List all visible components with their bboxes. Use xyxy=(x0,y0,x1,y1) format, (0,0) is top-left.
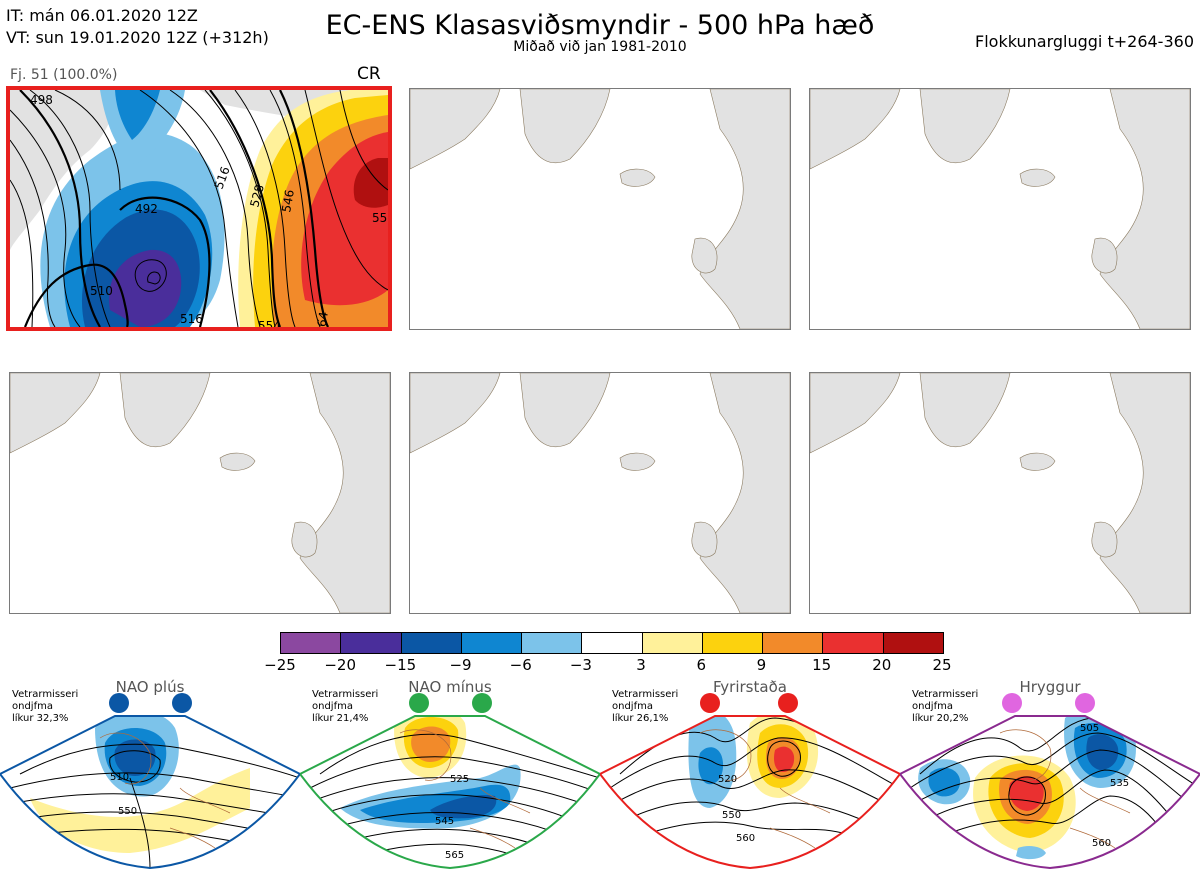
regime-nao-plus: NAO plús Vetrarmisseri ondjfma líkur 32,3% xyxy=(0,678,300,871)
regime-name: Fyrirstaða xyxy=(713,678,787,696)
contour-label-528: 528 xyxy=(247,183,266,209)
colorbar-tick: 25 xyxy=(932,656,952,674)
svg-text:505: 505 xyxy=(1080,723,1099,734)
cluster-regime-label: CR xyxy=(357,64,381,84)
colorbar-swatch xyxy=(522,633,583,653)
cluster-map-5[interactable] xyxy=(409,372,791,614)
svg-text:560: 560 xyxy=(736,833,755,844)
svg-text:535: 535 xyxy=(1110,778,1129,789)
colorbar-swatch xyxy=(401,633,462,653)
colorbar-tick: −25 xyxy=(264,656,296,674)
colorbar-tick: −6 xyxy=(509,656,532,674)
colorbar-swatch xyxy=(642,633,703,653)
colorbar-tick: 15 xyxy=(812,656,832,674)
colorbar-swatch xyxy=(461,633,523,653)
regime-nao-minus: NAO mínus Vetrarmisseri ondjfma líkur 21,4… xyxy=(300,678,600,871)
colorbar-tick: −3 xyxy=(569,656,592,674)
colorbar-tick: 9 xyxy=(756,656,767,674)
colorbar-swatch xyxy=(883,633,943,653)
svg-text:525: 525 xyxy=(450,774,469,785)
contour-label-492: 492 xyxy=(135,202,158,216)
colorbar-tick: −15 xyxy=(384,656,417,674)
contour-label-498: 498 xyxy=(30,93,53,107)
contour-label-516: 516 xyxy=(212,165,233,191)
colorbar-swatch xyxy=(582,633,643,653)
page-subtitle: Miðað við jan 1981-2010 xyxy=(513,39,687,55)
colorbar-tick: −20 xyxy=(324,656,356,674)
svg-text:520: 520 xyxy=(718,774,737,785)
regime-name: Hryggur xyxy=(1019,678,1081,696)
regime-ridge: Hryggur Vetrarmisseri ondjfma líkur 20,2% xyxy=(900,678,1200,871)
svg-text:560: 560 xyxy=(1092,838,1111,849)
colorbar-tick: 20 xyxy=(872,656,892,674)
cluster-map-3[interactable] xyxy=(809,88,1191,330)
svg-text:510: 510 xyxy=(110,772,129,783)
contour-label-516b: 516 xyxy=(180,312,203,326)
cluster-window: Flokkunargluggi t+264-360 xyxy=(975,32,1194,51)
cluster-map-1[interactable]: 498 492 510 516 528 546 554 516 564 564 … xyxy=(6,86,392,331)
contour-label-564: 564 xyxy=(313,311,331,327)
contour-label-554: 554 xyxy=(258,319,281,327)
svg-text:565: 565 xyxy=(445,850,464,861)
colorbar-swatch xyxy=(823,633,884,653)
cluster-map-4[interactable] xyxy=(9,372,391,614)
colorbar-swatch xyxy=(702,633,764,653)
cluster-map-6[interactable] xyxy=(809,372,1191,614)
colorbar-swatch xyxy=(281,633,342,653)
colorbar-tick: 6 xyxy=(696,656,707,674)
regime-note: Vetrarmisseri ondjfma líkur 32,3% xyxy=(12,689,79,724)
svg-text:550: 550 xyxy=(722,810,741,821)
contour-label-546: 546 xyxy=(279,189,297,214)
cluster-count-label: Fj. 51 (100.0%) xyxy=(10,67,118,83)
colorbar-swatch xyxy=(763,633,824,653)
svg-text:545: 545 xyxy=(435,816,454,827)
regime-note: Vetrarmisseri ondjfma líkur 26,1% xyxy=(612,689,679,724)
cluster-map-2[interactable] xyxy=(409,88,791,330)
anomaly-colorbar xyxy=(280,632,944,654)
regime-note: Vetrarmisseri ondjfma líkur 21,4% xyxy=(312,689,379,724)
colorbar-tick: −9 xyxy=(449,656,472,674)
svg-text:550: 550 xyxy=(118,806,137,817)
colorbar-swatch xyxy=(341,633,402,653)
regime-name: NAO plús xyxy=(115,678,185,696)
valid-time: VT: sun 19.01.2020 12Z (+312h) xyxy=(6,28,269,47)
colorbar-tick: 3 xyxy=(636,656,646,674)
init-time: IT: mán 06.01.2020 12Z xyxy=(6,6,198,25)
page-title: EC-ENS Klasasviðsmyndir - 500 hPa hæð xyxy=(325,10,875,41)
regime-name: NAO mínus xyxy=(408,678,492,696)
contour-label-55: 55 xyxy=(372,211,387,225)
regime-blocking: Fyrirstaða Vetrarmisseri ondjfma líkur 26,… xyxy=(600,678,900,871)
contour-label-510: 510 xyxy=(90,284,113,298)
regime-note: Vetrarmisseri ondjfma líkur 20,2% xyxy=(912,689,979,724)
contour-label-564b: 564 xyxy=(318,325,341,327)
